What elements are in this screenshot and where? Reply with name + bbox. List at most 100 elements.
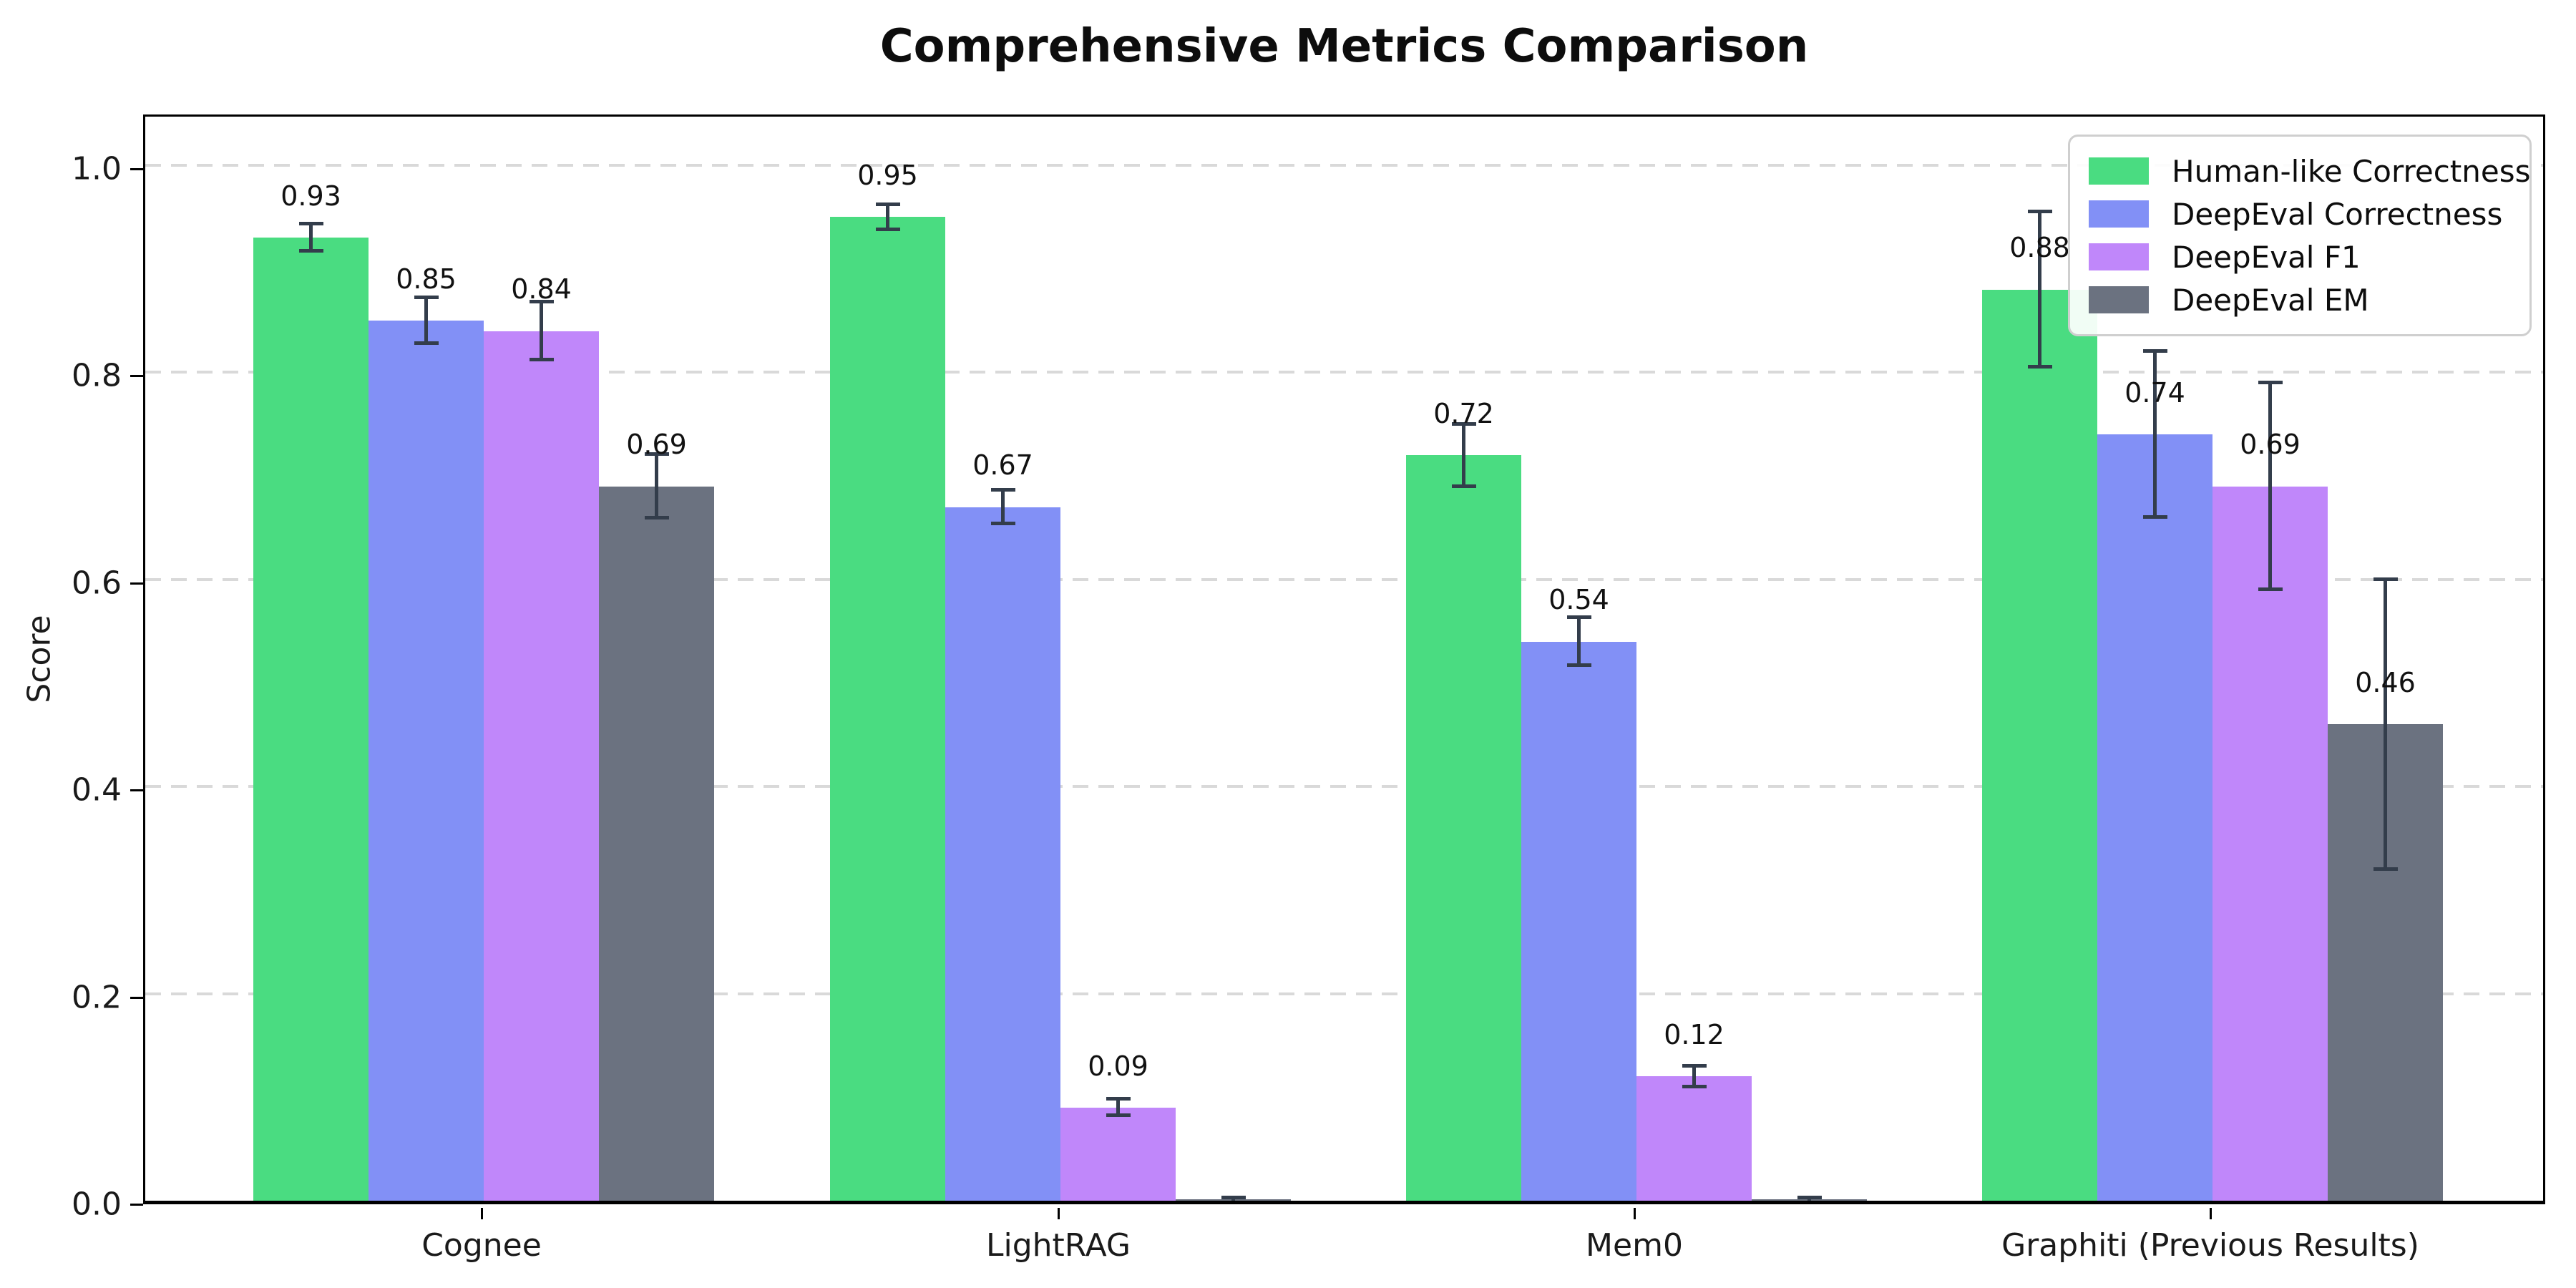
error-bar-cap-bottom bbox=[1566, 663, 1591, 667]
legend-swatch bbox=[2089, 157, 2149, 185]
y-tick-mark bbox=[130, 996, 143, 999]
bar bbox=[2097, 434, 2212, 1201]
chart-title: Comprehensive Metrics Comparison bbox=[879, 20, 1809, 73]
error-bar-cap-top bbox=[1797, 1195, 1822, 1199]
error-bar bbox=[1807, 1197, 1811, 1201]
error-bar-cap-top bbox=[1451, 421, 1476, 426]
error-bar-cap-top bbox=[529, 300, 554, 304]
y-tick-label: 0.8 bbox=[72, 357, 122, 394]
y-tick-mark bbox=[130, 1204, 143, 1206]
legend-item: DeepEval Correctness bbox=[2089, 197, 2511, 232]
legend-swatch bbox=[2089, 286, 2149, 313]
bar-value-label: 0.93 bbox=[280, 180, 341, 213]
bar bbox=[830, 217, 945, 1201]
legend-item: Human-like Correctness bbox=[2089, 154, 2531, 189]
x-tick-mark bbox=[481, 1208, 483, 1219]
error-bar bbox=[2038, 212, 2041, 368]
y-tick-mark bbox=[130, 789, 143, 792]
error-bar-cap-top bbox=[1221, 1195, 1246, 1199]
y-axis-label: Score bbox=[21, 615, 58, 703]
error-bar bbox=[309, 224, 313, 252]
error-bar-cap-top bbox=[644, 452, 669, 456]
error-bar bbox=[655, 454, 658, 519]
error-bar-cap-bottom bbox=[1451, 484, 1476, 488]
error-bar bbox=[2268, 382, 2272, 590]
legend-label: DeepEval F1 bbox=[2172, 239, 2361, 275]
bar-value-label: 0.84 bbox=[511, 273, 572, 306]
error-bar-cap-bottom bbox=[990, 521, 1015, 525]
x-tick-label: LightRAG bbox=[985, 1227, 1131, 1264]
x-tick-mark bbox=[1058, 1208, 1060, 1219]
error-bar-cap-top bbox=[2373, 577, 2398, 581]
bar-value-label: 0.85 bbox=[396, 263, 457, 295]
bar-value-label: 0.46 bbox=[2355, 667, 2416, 699]
error-bar-cap-top bbox=[1682, 1063, 1707, 1068]
gridline bbox=[145, 992, 2543, 995]
error-bar-cap-top bbox=[875, 203, 900, 206]
error-bar-cap-bottom bbox=[1106, 1113, 1131, 1118]
bar bbox=[253, 238, 369, 1201]
x-tick-mark bbox=[1634, 1208, 1636, 1219]
bar bbox=[369, 321, 484, 1201]
error-bar bbox=[1001, 490, 1005, 524]
bar-value-label: 0.67 bbox=[972, 449, 1033, 482]
bar bbox=[945, 507, 1060, 1201]
error-bar-cap-top bbox=[414, 296, 439, 300]
error-bar-cap-bottom bbox=[414, 341, 439, 345]
bar-value-label: 0.69 bbox=[626, 429, 687, 461]
error-bar-cap-bottom bbox=[298, 249, 323, 253]
bar-value-label: 0.12 bbox=[1664, 1019, 1724, 1051]
bar-value-label: 0.54 bbox=[1548, 584, 1609, 616]
bar bbox=[599, 486, 714, 1201]
error-bar-cap-top bbox=[1106, 1097, 1131, 1101]
legend: Human-like Correctness DeepEval Correctne… bbox=[2068, 135, 2532, 336]
y-tick-mark bbox=[130, 582, 143, 585]
error-bar bbox=[540, 302, 543, 361]
bar-value-label: 0.74 bbox=[2124, 377, 2185, 409]
error-bar bbox=[1231, 1197, 1235, 1201]
legend-swatch bbox=[2089, 200, 2149, 228]
legend-item: DeepEval F1 bbox=[2089, 240, 2511, 275]
error-bar-cap-bottom bbox=[1682, 1084, 1707, 1088]
error-bar bbox=[2153, 351, 2157, 517]
error-bar-cap-bottom bbox=[529, 358, 554, 362]
error-bar-cap-bottom bbox=[2373, 867, 2398, 871]
bar bbox=[1406, 455, 1521, 1201]
bar-value-label: 0.69 bbox=[2240, 429, 2301, 461]
gridline bbox=[145, 785, 2543, 789]
bar bbox=[1982, 289, 2097, 1201]
y-tick-label: 0.0 bbox=[72, 1186, 122, 1223]
error-bar-cap-bottom bbox=[2142, 514, 2167, 519]
error-bar bbox=[1116, 1099, 1120, 1116]
bar-value-label: 0.09 bbox=[1088, 1050, 1148, 1082]
error-bar-cap-top bbox=[2142, 349, 2167, 353]
gridline bbox=[145, 164, 2543, 167]
bar bbox=[1636, 1076, 1752, 1201]
x-tick-label: Mem0 bbox=[1586, 1227, 1683, 1264]
x-tick-mark bbox=[2210, 1208, 2212, 1219]
bar bbox=[2212, 486, 2328, 1201]
bar-value-label: 0.95 bbox=[857, 160, 918, 192]
error-bar bbox=[1577, 618, 1581, 665]
y-tick-mark bbox=[130, 168, 143, 170]
y-tick-label: 0.4 bbox=[72, 771, 122, 809]
y-tick-label: 1.0 bbox=[72, 150, 122, 187]
x-tick-label: Graphiti (Previous Results) bbox=[2001, 1227, 2419, 1264]
error-bar-cap-top bbox=[990, 488, 1015, 492]
bar bbox=[484, 331, 599, 1201]
error-bar bbox=[1692, 1065, 1696, 1087]
legend-label: Human-like Correctness bbox=[2172, 153, 2531, 189]
error-bar-cap-top bbox=[2258, 380, 2283, 384]
legend-label: DeepEval EM bbox=[2172, 282, 2369, 318]
legend-swatch bbox=[2089, 243, 2149, 270]
error-bar-cap-bottom bbox=[2027, 365, 2052, 369]
x-tick-label: Cognee bbox=[421, 1227, 542, 1264]
bar-value-label: 0.88 bbox=[2009, 232, 2070, 264]
error-bar-cap-top bbox=[1566, 615, 1591, 620]
error-bar-cap-top bbox=[298, 222, 323, 226]
error-bar-cap-bottom bbox=[2258, 587, 2283, 592]
error-bar-cap-top bbox=[2027, 210, 2052, 214]
error-bar bbox=[424, 298, 428, 343]
bar bbox=[1521, 641, 1636, 1201]
